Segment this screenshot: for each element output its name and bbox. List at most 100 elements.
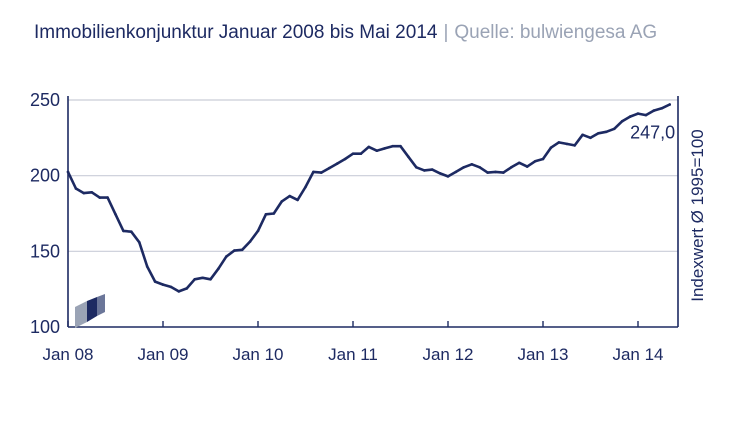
data-point [177, 290, 181, 293]
x-tick-labels: Jan 08 Jan 09 Jan 10 Jan 11 Jan 12 Jan 13 Jan … [42, 345, 663, 364]
data-point [478, 166, 482, 169]
bulwiengesa-logo [75, 294, 105, 328]
data-point [620, 119, 624, 123]
data-point [248, 240, 252, 243]
data-point [272, 212, 276, 215]
data-point [470, 163, 474, 166]
data-point [510, 166, 513, 169]
y-tick-label: 100 [30, 317, 60, 337]
data-point [351, 152, 355, 155]
data-point [438, 172, 442, 175]
y-tick-label: 150 [30, 241, 60, 261]
data-point [644, 113, 648, 117]
data-point [367, 145, 371, 149]
data-point [383, 147, 387, 150]
data-point [185, 287, 189, 290]
data-point [430, 168, 434, 171]
data-point [652, 109, 656, 112]
x-tick-label: Jan 12 [422, 345, 473, 364]
data-point [225, 255, 228, 258]
data-point [312, 170, 315, 174]
data-point [462, 166, 466, 169]
x-tick-label: Jan 08 [42, 345, 93, 364]
data-point [525, 165, 529, 168]
data-point [82, 191, 86, 195]
chart-header: Immobilienkonjunktur Januar 2008 bis Mai… [34, 22, 657, 44]
data-point [613, 127, 616, 131]
data-point [565, 142, 569, 146]
data-point [122, 229, 125, 233]
data-point [541, 157, 545, 161]
y-tick-labels: 100 150 200 250 [30, 90, 60, 337]
data-point [217, 267, 220, 271]
data-point [502, 171, 505, 174]
data-point [169, 285, 173, 289]
x-tick-label: Jan 11 [328, 345, 378, 364]
data-point [114, 213, 117, 216]
data-point [660, 107, 664, 110]
data-point [399, 144, 402, 148]
data-point [597, 132, 600, 135]
logo-block-right [97, 294, 105, 316]
data-point [533, 160, 537, 163]
data-point [193, 278, 196, 281]
data-point [328, 166, 331, 170]
chart-title: Immobilienkonjunktur Januar 2008 bis Mai… [34, 22, 438, 43]
data-point [494, 170, 497, 174]
data-point [628, 115, 632, 118]
logo-block-left [75, 301, 87, 328]
data-point [581, 133, 584, 137]
data-point [557, 141, 561, 144]
data-point [573, 144, 576, 147]
data-point [145, 265, 149, 268]
data-point [98, 196, 101, 199]
y-tick-label: 200 [30, 166, 60, 186]
data-point [454, 170, 458, 174]
index-line [66, 103, 671, 293]
axes [67, 96, 679, 328]
data-point [264, 213, 268, 216]
data-point [518, 161, 521, 165]
data-point [288, 194, 292, 198]
data-point [106, 196, 109, 199]
header-separator: | [443, 22, 449, 43]
data-point [605, 130, 608, 134]
data-point [138, 241, 141, 244]
data-points [66, 103, 671, 293]
data-point [90, 191, 94, 194]
data-point [201, 276, 204, 280]
data-point [636, 112, 640, 115]
data-point [423, 169, 426, 172]
data-point [391, 144, 394, 148]
grid-lines [68, 99, 678, 252]
data-point [589, 136, 592, 140]
data-point [280, 200, 284, 203]
data-point [407, 155, 410, 159]
data-point [486, 171, 489, 174]
logo-block-mid [87, 297, 97, 322]
data-point [375, 149, 379, 152]
data-point [130, 230, 133, 233]
data-point [549, 146, 553, 149]
data-point [335, 162, 339, 165]
data-point [240, 248, 244, 252]
data-point [256, 229, 260, 233]
last-value-annotation: 247,0 [630, 123, 675, 143]
x-tick-label: Jan 09 [137, 345, 188, 364]
y-axis-label: Indexwert Ø 1995=100 [688, 129, 707, 301]
data-point [209, 278, 212, 281]
data-point [668, 103, 671, 106]
data-point [343, 157, 347, 161]
data-point [153, 280, 157, 283]
x-tick-label: Jan 13 [517, 345, 568, 364]
data-point [161, 283, 165, 286]
data-point [66, 170, 70, 174]
data-point [359, 152, 363, 155]
data-point [296, 198, 299, 202]
x-tick-label: Jan 14 [612, 345, 663, 364]
x-tick-label: Jan 10 [232, 345, 283, 364]
data-point [74, 187, 78, 190]
y-tick-label: 250 [30, 90, 60, 110]
chart-source: Quelle: bulwiengesa AG [454, 22, 658, 43]
